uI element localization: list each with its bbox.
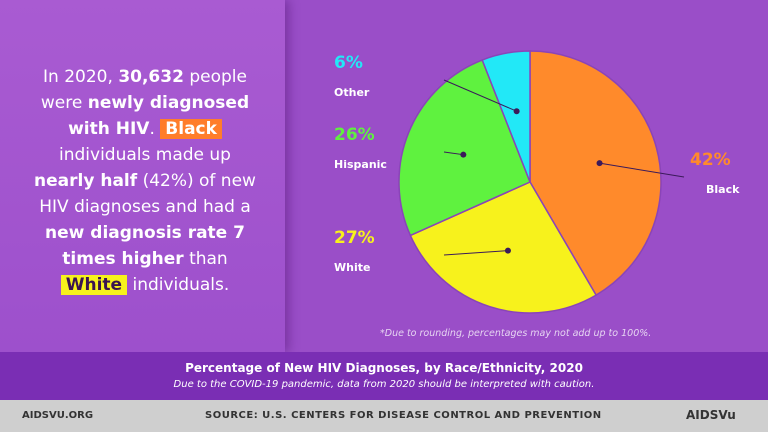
value-label: 26% <box>334 125 375 145</box>
chart: *Due to rounding, percentages may not ad… <box>334 50 740 339</box>
text: In 2020, <box>43 67 113 87</box>
note: *Due to rounding, percentages may not ad… <box>380 328 651 339</box>
chart-subtitle: Due to the COVID-19 pandemic, data from … <box>173 379 595 390</box>
site: AIDSVU.ORG <box>22 410 94 421</box>
title-band: Percentage of New HIV Diagnoses, by Race… <box>0 352 768 400</box>
category-label: Black <box>706 183 740 196</box>
text: individuals. <box>132 275 230 295</box>
chart-title: Percentage of New HIV Diagnoses, by Race… <box>185 361 583 375</box>
value-label: 42% <box>690 150 731 170</box>
category-label: White <box>334 261 370 274</box>
callout: In 2020, 30,632 people were newly diagno… <box>30 64 260 298</box>
leader-line <box>599 162 685 178</box>
highlight: White <box>60 275 128 295</box>
left-panel: In 2020, 30,632 people were newly diagno… <box>0 0 285 352</box>
text: . <box>149 119 155 139</box>
text: nearly half <box>34 171 138 191</box>
leader-line <box>443 250 508 256</box>
leader-line <box>443 151 464 156</box>
slice <box>529 50 662 297</box>
value-label: 6% <box>334 53 363 73</box>
source: SOURCE: U.S. CENTERS FOR DISEASE CONTROL… <box>205 410 602 421</box>
leader-dot <box>513 108 520 115</box>
category-label: Hispanic <box>334 158 387 171</box>
leader-dot <box>460 151 467 158</box>
footer: AIDSVU.ORG SOURCE: U.S. CENTERS FOR DISE… <box>0 400 768 432</box>
text: than <box>189 249 228 269</box>
text: (42%) of new HIV diagnoses and had a <box>39 171 256 217</box>
category-label: Other <box>334 86 370 99</box>
text: individuals made up <box>59 145 231 165</box>
value-label: 27% <box>334 228 375 248</box>
leader-dot <box>504 247 511 254</box>
text: newly diagnosed with HIV <box>68 93 250 139</box>
slice <box>481 50 531 183</box>
text: people were <box>40 67 247 113</box>
leader-line <box>443 79 517 112</box>
text: 30,632 <box>118 67 184 87</box>
logo: AIDSVu <box>686 408 736 422</box>
text: new diagnosis rate 7 times higher <box>45 223 245 269</box>
leader-dot <box>596 160 603 167</box>
slice <box>398 59 531 237</box>
highlight: Black <box>160 119 222 139</box>
